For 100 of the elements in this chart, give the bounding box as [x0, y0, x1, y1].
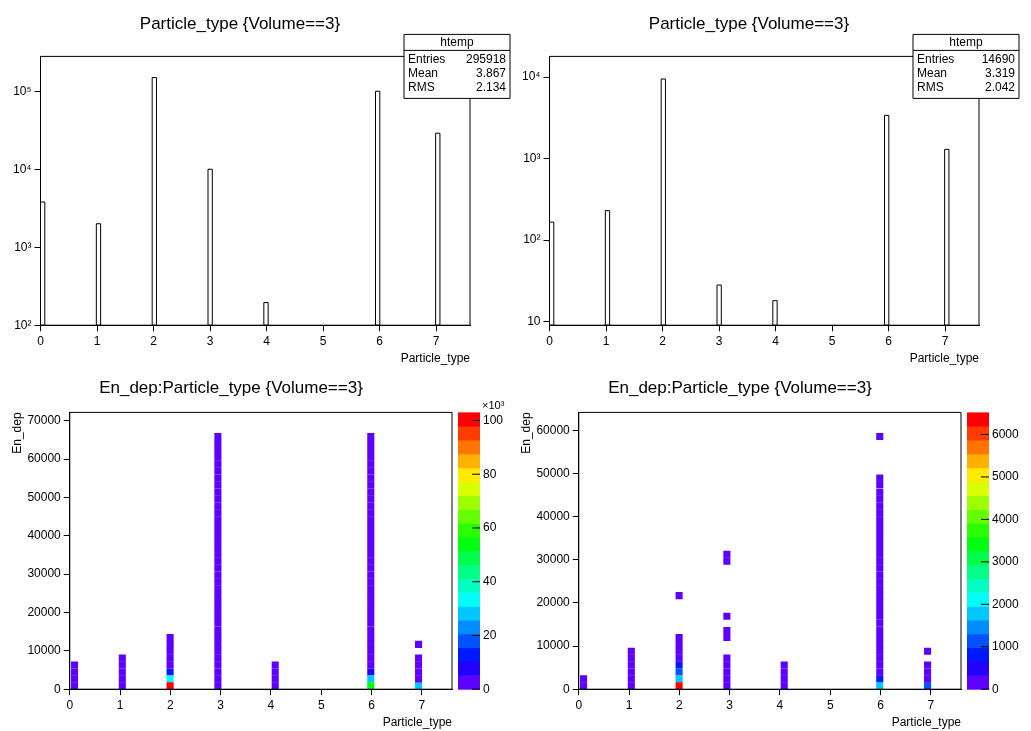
point — [214, 627, 222, 635]
point — [271, 682, 279, 690]
text: 3.867 — [475, 65, 507, 80]
point — [675, 640, 683, 648]
point — [627, 682, 635, 690]
point — [367, 661, 375, 669]
point — [367, 488, 375, 496]
point — [367, 467, 375, 475]
point — [214, 543, 222, 551]
y-tick-label: 10 — [527, 313, 541, 328]
y-tick-label: 10⁵ — [13, 83, 32, 98]
y-tick-label: 20000 — [27, 604, 62, 619]
x-tick-label: 2 — [167, 697, 175, 712]
y-tick-label: 10³ — [523, 150, 541, 165]
y-tick-label: 10² — [14, 317, 32, 332]
point — [675, 654, 683, 662]
y-tick-label: 20000 — [536, 595, 571, 610]
point — [627, 661, 635, 669]
point — [118, 682, 126, 690]
point — [627, 647, 635, 655]
point — [367, 564, 375, 572]
point — [367, 599, 375, 607]
color-bar-label: 60 — [483, 520, 497, 535]
point — [166, 640, 174, 648]
x-tick-label: 4 — [263, 333, 271, 348]
color-bar-label: 80 — [483, 466, 497, 481]
point — [367, 647, 375, 655]
x-axis-title: Particle_type — [891, 715, 962, 730]
point — [780, 682, 788, 690]
point — [118, 654, 126, 662]
x-tick-label: 7 — [941, 333, 949, 348]
point — [627, 675, 635, 683]
x-tick-label: 7 — [418, 697, 426, 712]
point — [214, 654, 222, 662]
point — [118, 675, 126, 683]
text: 14690 — [981, 51, 1016, 66]
point — [71, 661, 79, 669]
y-tick-label: 60000 — [27, 451, 62, 466]
x-tick-label: 0 — [575, 697, 583, 712]
text: htemp — [949, 34, 983, 49]
point — [723, 557, 731, 565]
point — [214, 509, 222, 517]
x-tick-label: 1 — [93, 333, 101, 348]
point — [367, 619, 375, 627]
point — [271, 675, 279, 683]
point — [876, 516, 884, 524]
point — [876, 612, 884, 620]
point — [675, 668, 683, 676]
annotation: Entries — [917, 51, 955, 66]
point — [876, 550, 884, 558]
y-tick-label: 10000 — [536, 638, 571, 653]
point — [71, 682, 79, 690]
point — [214, 439, 222, 447]
point — [118, 661, 126, 669]
x-tick-label: 5 — [828, 333, 836, 348]
point — [627, 654, 635, 662]
point — [214, 640, 222, 648]
x-tick-label: 1 — [625, 697, 633, 712]
x-tick-label: 1 — [602, 333, 610, 348]
text: ×10³ — [482, 398, 505, 411]
point — [214, 633, 222, 641]
point — [415, 661, 423, 669]
point — [367, 439, 375, 447]
x-tick-label: 6 — [368, 697, 376, 712]
x-axis-title: Particle_type — [400, 351, 471, 366]
y-tick-label: 10² — [523, 232, 541, 247]
point — [214, 599, 222, 607]
color-bar-label: 20 — [483, 627, 497, 642]
point — [166, 633, 174, 641]
text: 2.134 — [475, 79, 507, 94]
point — [876, 592, 884, 600]
point — [214, 675, 222, 683]
point — [367, 605, 375, 613]
y-axis-title: En_dep — [9, 412, 24, 454]
point — [723, 654, 731, 662]
point — [214, 564, 222, 572]
point — [876, 654, 884, 662]
point — [71, 675, 79, 683]
point — [876, 509, 884, 517]
x-tick-label: 3 — [715, 333, 723, 348]
color-bar-label: 5000 — [992, 469, 1020, 484]
point — [367, 460, 375, 468]
x-tick-label: 7 — [927, 697, 935, 712]
point — [214, 446, 222, 454]
point — [367, 585, 375, 593]
color-bar-label: 0 — [483, 681, 490, 696]
chart-title: En_dep:Particle_type {Volume==3} — [608, 377, 873, 397]
chart-title: Particle_type {Volume==3} — [139, 13, 341, 33]
point — [214, 536, 222, 544]
x-tick-label: 3 — [206, 333, 214, 348]
x-tick-label: 0 — [66, 697, 74, 712]
color-bar-label: 4000 — [992, 511, 1020, 526]
point — [876, 488, 884, 496]
point — [367, 640, 375, 648]
point — [271, 661, 279, 669]
point — [675, 592, 683, 600]
annotation: Entries — [408, 51, 446, 66]
point — [367, 433, 375, 441]
y-tick-label: 40000 — [536, 509, 571, 524]
point — [723, 627, 731, 635]
